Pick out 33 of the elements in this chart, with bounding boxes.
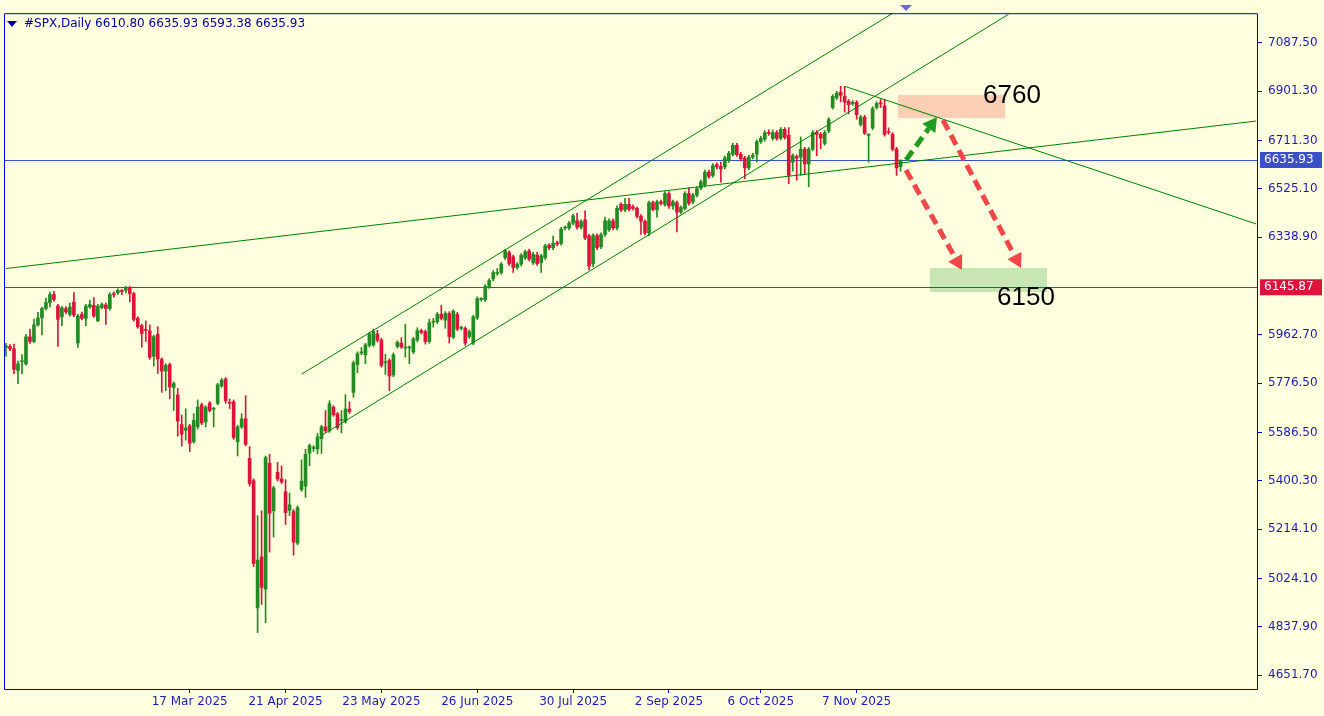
y-tick-label: 6338.90: [1268, 229, 1318, 244]
candlestick: [719, 161, 723, 183]
y-tick-label: 5776.50: [1268, 375, 1318, 390]
x-tick-label: 6 Oct 2025: [727, 694, 795, 709]
y-tick-label: 4837.90: [1268, 618, 1318, 633]
x-tick-label: 26 Jun 2025: [441, 694, 514, 709]
y-tick-label: 6525.10: [1268, 180, 1318, 195]
y-tick-label: 6901.30: [1268, 83, 1318, 98]
x-tick-label: 7 Nov 2025: [822, 694, 892, 709]
candlestick: [171, 381, 176, 411]
y-tick-label: 7087.50: [1268, 34, 1318, 49]
annotation: 6760: [983, 79, 1041, 110]
y-tick-label: 5962.70: [1268, 326, 1318, 341]
candlestick: [104, 302, 108, 325]
candlestick: [814, 130, 819, 156]
y-tick-label: 4651.70: [1268, 667, 1318, 682]
y-tick-label: 5214.10: [1268, 521, 1318, 536]
candlestick: [794, 154, 799, 181]
x-tick-label: 23 May 2025: [342, 694, 421, 709]
ref-line-label: 6635.93: [1264, 152, 1314, 167]
annotation: 6150: [997, 281, 1055, 312]
y-tick-label: 5586.50: [1268, 424, 1318, 439]
x-tick-label: 21 Apr 2025: [248, 694, 323, 709]
x-tick-label: 17 Mar 2025: [151, 694, 228, 709]
candlestick: [183, 408, 188, 441]
ref-line-label: 6145.87: [1264, 279, 1314, 294]
candlestick: [163, 363, 168, 392]
y-tick-label: 5024.10: [1268, 570, 1318, 585]
y-tick-label: 5400.30: [1268, 472, 1318, 487]
x-tick-label: 2 Sep 2025: [634, 694, 704, 709]
y-tick-label: 6711.30: [1268, 132, 1318, 147]
chart-title: #SPX,Daily 6610.80 6635.93 6593.38 6635.93: [24, 16, 306, 31]
x-tick-label: 30 Jul 2025: [539, 694, 608, 709]
